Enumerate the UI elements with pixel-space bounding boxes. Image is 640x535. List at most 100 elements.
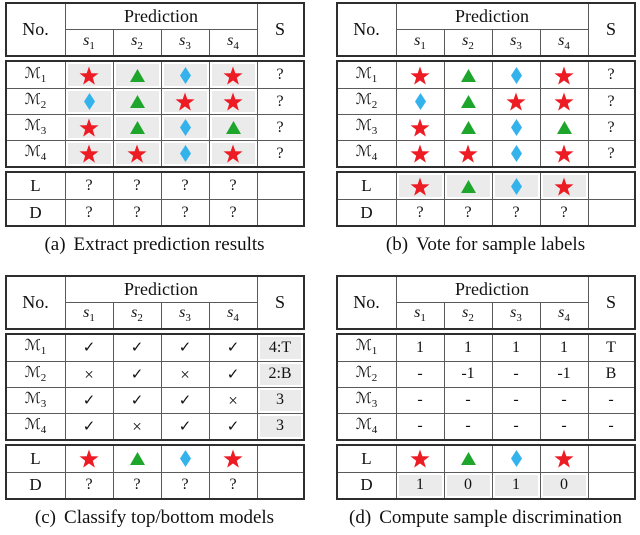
cell-fill <box>399 448 442 470</box>
shaded-cell-fill <box>398 175 442 197</box>
shaded-cell-fill <box>163 143 207 164</box>
prediction-cell: - <box>491 360 540 387</box>
prediction-cell <box>539 173 588 199</box>
cell-value: - <box>417 365 423 382</box>
triangle-icon <box>460 121 476 134</box>
caption-text: Extract prediction results <box>73 234 265 255</box>
cell-fill: ? <box>116 202 159 223</box>
shaded-cell-fill: 4:T <box>259 336 301 359</box>
cell-value: 3 <box>276 391 284 408</box>
model-label-cell: ℳ1 <box>7 335 65 361</box>
prediction-cell <box>395 140 444 166</box>
label-discrimination-block: L D???? <box>4 443 305 500</box>
cell-fill <box>116 448 159 470</box>
prediction-header-cell: Prediction <box>395 4 588 29</box>
prediction-cell: ✓ <box>64 412 113 439</box>
model-rows-block: ℳ1 ✓ ✓ ✓ ✓ 4:T ℳ2 × ✓ × ✓ 2:B ℳ3 ✓ ✓ ✓ × 3 ℳ4 ✓ × ✓ ✓ 3 <box>4 332 305 441</box>
model-label: ℳ3 <box>24 388 47 410</box>
prediction-cell <box>208 140 257 166</box>
cell-fill: T <box>591 337 632 359</box>
sample-index: 4 <box>233 40 239 53</box>
cell-fill <box>543 91 586 112</box>
cell-fill: - <box>447 390 490 411</box>
sample-index: 3 <box>516 40 522 53</box>
diamond-icon <box>510 66 522 84</box>
prediction-cell <box>443 62 492 88</box>
score-cell: ? <box>587 62 634 88</box>
score-cell <box>587 173 634 199</box>
cell-fill <box>495 64 538 86</box>
cell-value: ? <box>85 203 93 221</box>
sample-header-cell: s3 <box>160 29 209 55</box>
cell-fill: - <box>591 390 632 411</box>
shaded-cell-fill <box>163 64 207 86</box>
score-cell <box>587 445 634 472</box>
star-icon <box>506 92 526 111</box>
score-cell: ? <box>587 88 634 114</box>
prediction-cell: ? <box>395 199 444 225</box>
prediction-cell <box>395 445 444 472</box>
shaded-cell-fill <box>67 143 111 164</box>
cell-fill: ? <box>68 175 111 197</box>
sample-index: 1 <box>89 40 95 53</box>
triangle-icon <box>129 95 145 108</box>
cell-value: ? <box>181 476 189 493</box>
model-label: ℳ2 <box>24 90 47 111</box>
prediction-cell <box>539 445 588 472</box>
no-header-cell: No. <box>353 291 380 312</box>
cell-value: ? <box>560 203 568 221</box>
cell-value: ? <box>133 203 141 221</box>
shaded-cell-fill <box>67 91 111 112</box>
shaded-cell-fill: 1 <box>398 474 442 496</box>
shaded-cell-fill: 3 <box>259 389 301 411</box>
cell-fill: ? <box>212 202 255 223</box>
cell-fill <box>591 448 632 470</box>
prediction-cell: - <box>443 412 492 439</box>
sample-label: s3 <box>179 31 191 53</box>
cell-fill: ? <box>495 202 538 223</box>
diamond-icon <box>510 119 522 136</box>
model-label-cell: ℳ2 <box>337 88 396 114</box>
cell-value: ? <box>276 92 284 110</box>
prediction-cell <box>160 445 209 472</box>
prediction-cell <box>395 173 444 199</box>
model-label: ℳ1 <box>355 63 378 85</box>
prediction-cell: - <box>491 386 540 413</box>
cell-fill: × <box>164 364 207 385</box>
sample-label: s2 <box>462 31 474 53</box>
cell-value: - <box>465 391 471 408</box>
no-header-cell: No. <box>353 19 380 39</box>
score-cell <box>256 445 303 472</box>
score-cell: - <box>587 386 634 413</box>
prediction-cell <box>491 445 540 472</box>
prediction-cell <box>208 445 257 472</box>
diamond-icon <box>83 93 95 110</box>
model-label: ℳ2 <box>355 90 378 111</box>
s-header-cell: S <box>256 276 303 328</box>
model-index: 1 <box>371 345 378 357</box>
prediction-cell: ✓ <box>64 386 113 413</box>
sample-header-cell: s2 <box>443 301 492 328</box>
caption-label: (c) <box>34 506 57 528</box>
diamond-icon <box>179 66 191 84</box>
cell-fill <box>447 448 490 470</box>
check-icon: ✓ <box>82 416 96 435</box>
cell-fill: ✓ <box>164 390 207 411</box>
model-index: 4 <box>40 423 47 436</box>
sample-index: 4 <box>233 312 239 325</box>
star-icon <box>554 66 574 85</box>
triangle-icon <box>460 179 476 193</box>
shaded-cell-fill <box>115 117 159 138</box>
prediction-cell: 1 <box>491 334 540 361</box>
row-label-cell: L <box>361 448 372 468</box>
score-cell <box>256 199 303 225</box>
prediction-cell: ? <box>160 173 209 199</box>
prediction-cell: ✓ <box>112 386 161 413</box>
cell-fill: ✓ <box>212 364 255 385</box>
sample-label: s2 <box>131 31 143 53</box>
score-cell: B <box>587 360 634 387</box>
prediction-cell: 1 <box>395 471 444 498</box>
